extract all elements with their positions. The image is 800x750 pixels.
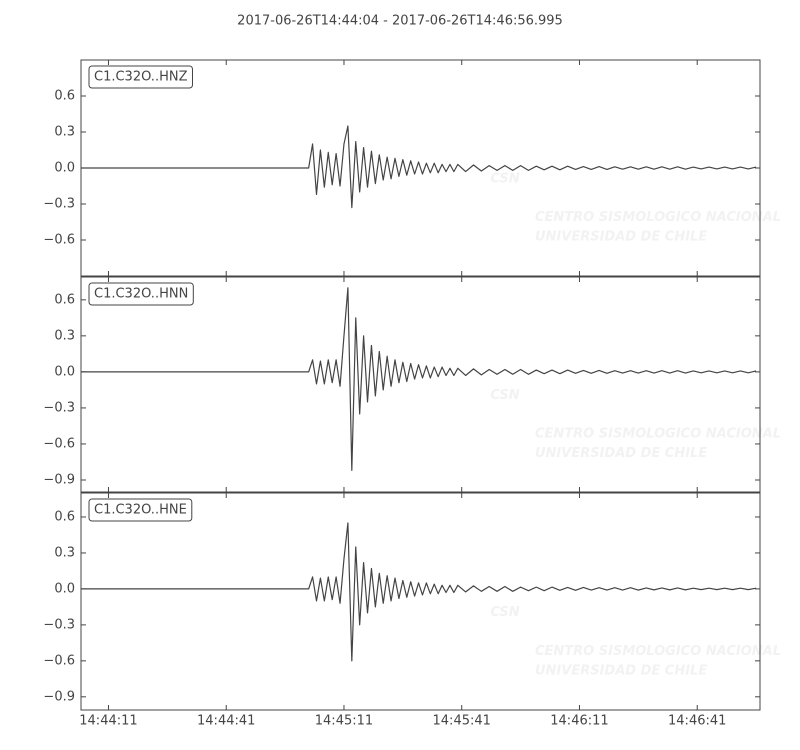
y-tick-label: −0.3 [43,400,75,415]
panel-frame [80,59,761,277]
y-tick-label: 0.6 [54,292,75,307]
y-tick-label: 0.6 [54,509,75,524]
waveform [81,287,757,471]
trace-label: C1.C32O..HNZ [94,70,188,85]
trace-label-box [88,65,193,89]
y-tick-label: −0.3 [43,197,75,212]
y-tick-label: 0.3 [54,545,75,560]
x-tick-label: 14:44:41 [197,714,255,729]
y-tick-label: −0.3 [43,617,75,632]
y-tick-label: 0.0 [54,581,75,596]
y-tick-label: 0.0 [54,364,75,379]
y-tick-label: 0.0 [54,161,75,176]
waveform [81,125,757,209]
y-tick-label: 0.3 [54,328,75,343]
trace-label: C1.C32O..HNN [94,287,188,302]
x-tick-label: 14:44:11 [79,714,137,729]
y-tick-label: 0.6 [54,89,75,104]
watermark: CSN [490,171,519,186]
panel-frame [80,492,761,711]
watermark: UNIVERSIDAD DE CHILE [535,446,707,461]
x-tick-label: 14:45:41 [433,714,491,729]
trace-label-box [88,282,194,306]
watermark: CENTRO SISMOLOGICO NACIONAL [535,426,781,441]
y-tick-label: −0.9 [43,689,75,704]
watermark: UNIVERSIDAD DE CHILE [535,230,707,245]
watermark: CENTRO SISMOLOGICO NACIONAL [535,210,781,225]
watermark: UNIVERSIDAD DE CHILE [535,663,707,678]
y-tick-label: −0.6 [43,436,75,451]
x-tick-label: 14:45:11 [315,714,373,729]
watermark: CENTRO SISMOLOGICO NACIONAL [535,644,781,659]
trace-label: C1.C32O..HNE [94,503,187,518]
watermark: CSN [490,605,519,620]
y-tick-label: 0.3 [54,125,75,140]
x-tick-label: 14:46:11 [550,714,608,729]
y-tick-label: −0.9 [43,472,75,487]
panel-frame [80,276,761,493]
waveform [81,522,757,662]
y-tick-label: −0.6 [43,653,75,668]
trace-label-box [88,498,193,522]
x-tick-label: 14:46:41 [668,714,726,729]
y-tick-label: −0.6 [43,233,75,248]
watermark: CSN [490,388,519,403]
chart-title: 2017-06-26T14:44:04 - 2017-06-26T14:46:5… [237,14,563,29]
